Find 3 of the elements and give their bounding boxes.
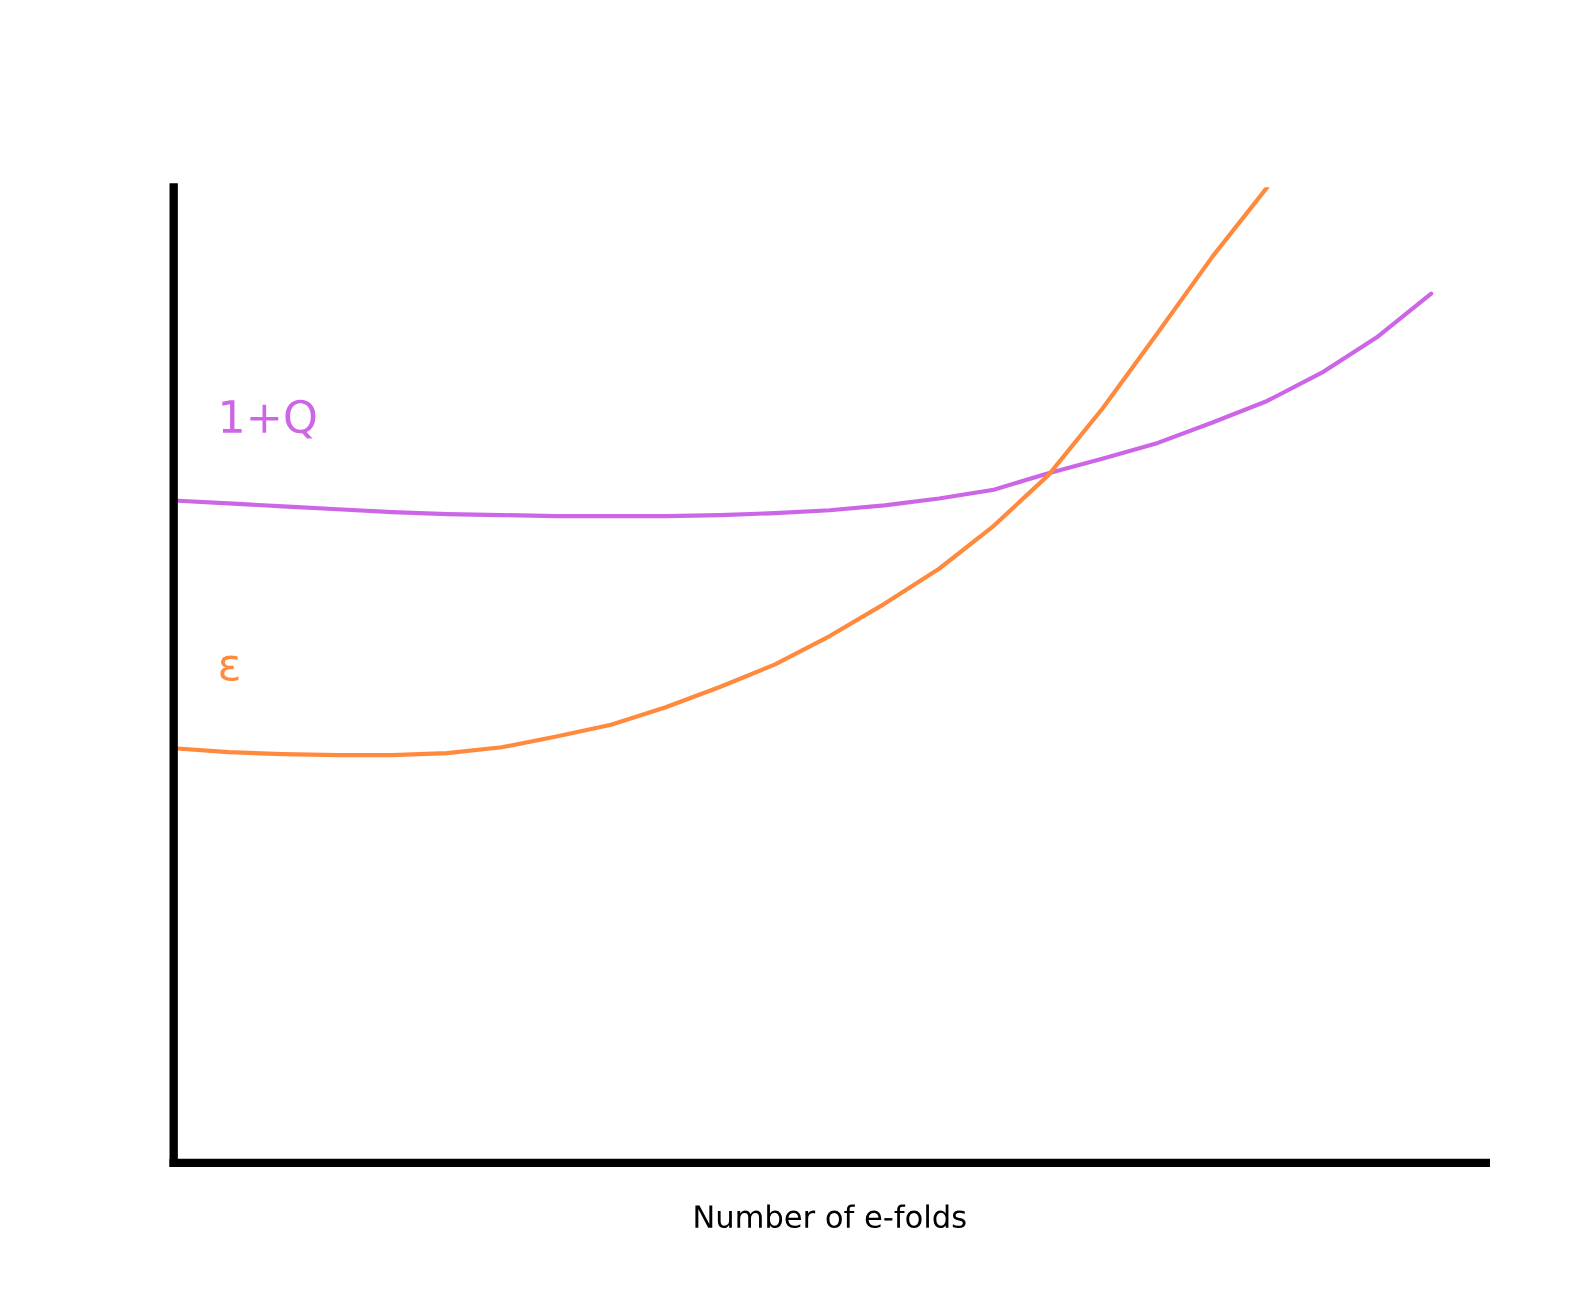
series-label: ε	[220, 655, 239, 682]
series-label: 1+Q	[222, 399, 316, 439]
x-axis-title: Number of e-folds	[695, 1204, 966, 1229]
